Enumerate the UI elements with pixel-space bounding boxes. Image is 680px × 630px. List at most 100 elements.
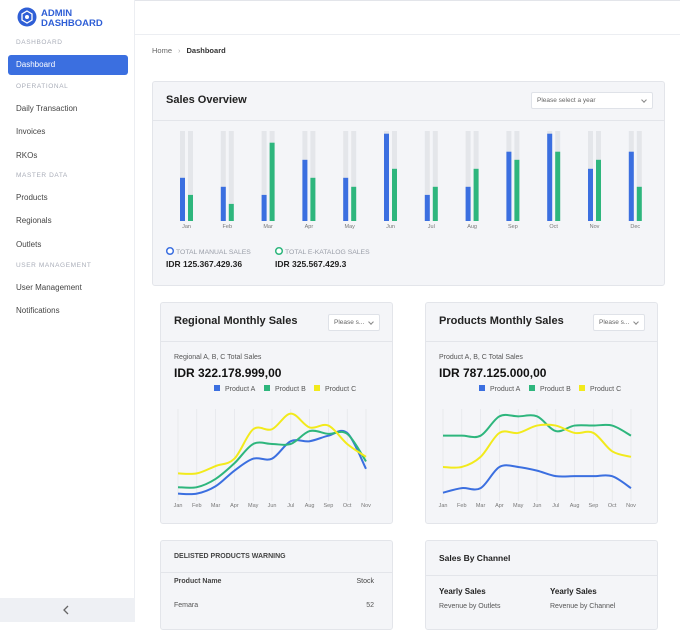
regional-card: Regional Monthly Sales Please s... Regio… — [160, 302, 393, 524]
block-caption: Revenue by Outlets — [439, 603, 501, 610]
brand: ADMIN DASHBOARD — [41, 9, 103, 29]
legend-marker — [579, 385, 585, 391]
block-title: Yearly Sales — [439, 587, 486, 596]
sales-overview-card: Sales Overview Please select a year Jan F… — [152, 81, 665, 286]
x-tick-label: Aug — [305, 503, 315, 509]
x-tick-label: Feb — [223, 224, 232, 230]
x-tick-label: Oct — [343, 503, 352, 509]
bar — [636, 186, 642, 221]
year-select[interactable]: Please select a year — [531, 92, 653, 109]
bar — [351, 186, 357, 221]
x-tick-label: Jun — [386, 224, 395, 230]
legend-marker — [214, 385, 220, 391]
line-chart: Product A Product B Product C Jan Feb Mar Apr M… — [174, 385, 371, 509]
block-title: Yearly Sales — [550, 587, 597, 596]
legend-label: Product C — [325, 386, 356, 393]
divider — [161, 572, 392, 573]
total: IDR 322.178.999,00 — [174, 366, 282, 380]
bar — [188, 194, 193, 221]
x-tick-label: Feb — [457, 503, 466, 509]
header-border — [135, 34, 680, 35]
bar — [310, 177, 316, 221]
nav-item[interactable]: RKOs — [16, 150, 38, 160]
nav-item[interactable]: Daily Transaction — [16, 104, 78, 113]
legend-label: TOTAL E-KATALOG SALES — [285, 249, 370, 256]
bar-track — [432, 131, 438, 221]
bar — [473, 168, 479, 221]
section-label: OPERATIONAL — [16, 83, 69, 90]
bar-track — [636, 131, 642, 221]
nav-item[interactable]: Regionals — [16, 216, 52, 226]
products-card: Products Monthly Sales Please s... Produ… — [425, 302, 658, 524]
x-tick-label: Apr — [495, 503, 504, 509]
line — [177, 429, 367, 489]
legend-marker — [529, 385, 535, 391]
legend-label: Product B — [275, 386, 306, 393]
x-tick-label: Sep — [508, 224, 518, 230]
top-border — [0, 0, 680, 1]
card-title: Sales By Channel — [439, 553, 511, 563]
bar — [465, 186, 471, 221]
nav-item[interactable]: Products — [16, 193, 48, 202]
x-tick-label: Nov — [590, 224, 600, 230]
delisted-card: DELISTED PRODUCTS WARNING Product Name S… — [160, 540, 393, 630]
legend-total: IDR 325.567.429.3 — [275, 259, 347, 269]
x-tick-label: Oct — [608, 503, 617, 509]
crumb[interactable]: Home — [152, 46, 173, 55]
card-title: Sales Overview — [166, 94, 247, 106]
column-header: Stock — [356, 578, 374, 585]
nav-item[interactable]: Outlets — [16, 239, 42, 249]
legend-label: Product C — [590, 386, 621, 393]
x-tick-label: Apr — [230, 503, 239, 509]
bar — [343, 177, 349, 221]
bar — [506, 151, 512, 221]
nav-item[interactable]: Invoices — [16, 127, 46, 137]
divider — [426, 341, 657, 342]
select[interactable]: Please s... — [593, 314, 645, 331]
nav-item[interactable]: User Management — [16, 283, 82, 292]
bar-track — [424, 131, 430, 221]
x-tick-label: Nov — [361, 503, 371, 509]
x-tick-label: May — [248, 503, 259, 509]
total: IDR 787.125.000,00 — [439, 366, 547, 380]
legend-marker — [165, 246, 175, 256]
block-caption: Revenue by Channel — [550, 603, 616, 610]
bar — [424, 194, 430, 221]
crumb: Dashboard — [186, 46, 226, 55]
x-tick-label: Apr — [305, 224, 314, 230]
bar-chart: Jan Feb Mar Apr May Jun Jul Aug Sep Oct Nov Dec TOTA… — [165, 131, 642, 269]
x-tick-label: Jun — [268, 503, 277, 509]
collapse-button[interactable] — [0, 598, 135, 622]
bar-track — [310, 131, 316, 221]
x-tick-label: Mar — [476, 503, 486, 509]
bar — [547, 133, 553, 221]
x-tick-label: Mar — [211, 503, 221, 509]
x-tick-label: May — [345, 224, 356, 230]
bar — [514, 159, 520, 221]
line — [442, 423, 632, 469]
subtitle: Product A, B, C Total Sales — [439, 354, 523, 361]
bar — [261, 194, 267, 221]
line — [442, 464, 632, 494]
nav-item[interactable]: Dashboard — [8, 55, 128, 75]
line — [443, 413, 632, 439]
legend-marker — [264, 385, 270, 391]
x-tick-label: Oct — [549, 224, 558, 230]
line — [177, 412, 367, 475]
divider — [161, 341, 392, 342]
x-tick-label: Aug — [570, 503, 580, 509]
card-title: DELISTED PRODUCTS WARNING — [174, 553, 286, 560]
x-tick-label: Jan — [182, 224, 191, 230]
bar-track — [351, 131, 357, 221]
bar-track — [228, 131, 234, 221]
section-label: USER MANAGEMENT — [16, 262, 92, 269]
divider — [153, 120, 664, 121]
sidebar: ADMIN DASHBOARD DASHBOARD Dashboard OPERATI… — [0, 0, 135, 622]
section-label: MASTER DATA — [16, 172, 68, 179]
nav-item[interactable]: Notifications — [16, 306, 60, 316]
card-title: Regional Monthly Sales — [174, 315, 298, 327]
bar-track — [188, 131, 193, 221]
bar — [555, 151, 561, 221]
select[interactable]: Please s... — [328, 314, 380, 331]
